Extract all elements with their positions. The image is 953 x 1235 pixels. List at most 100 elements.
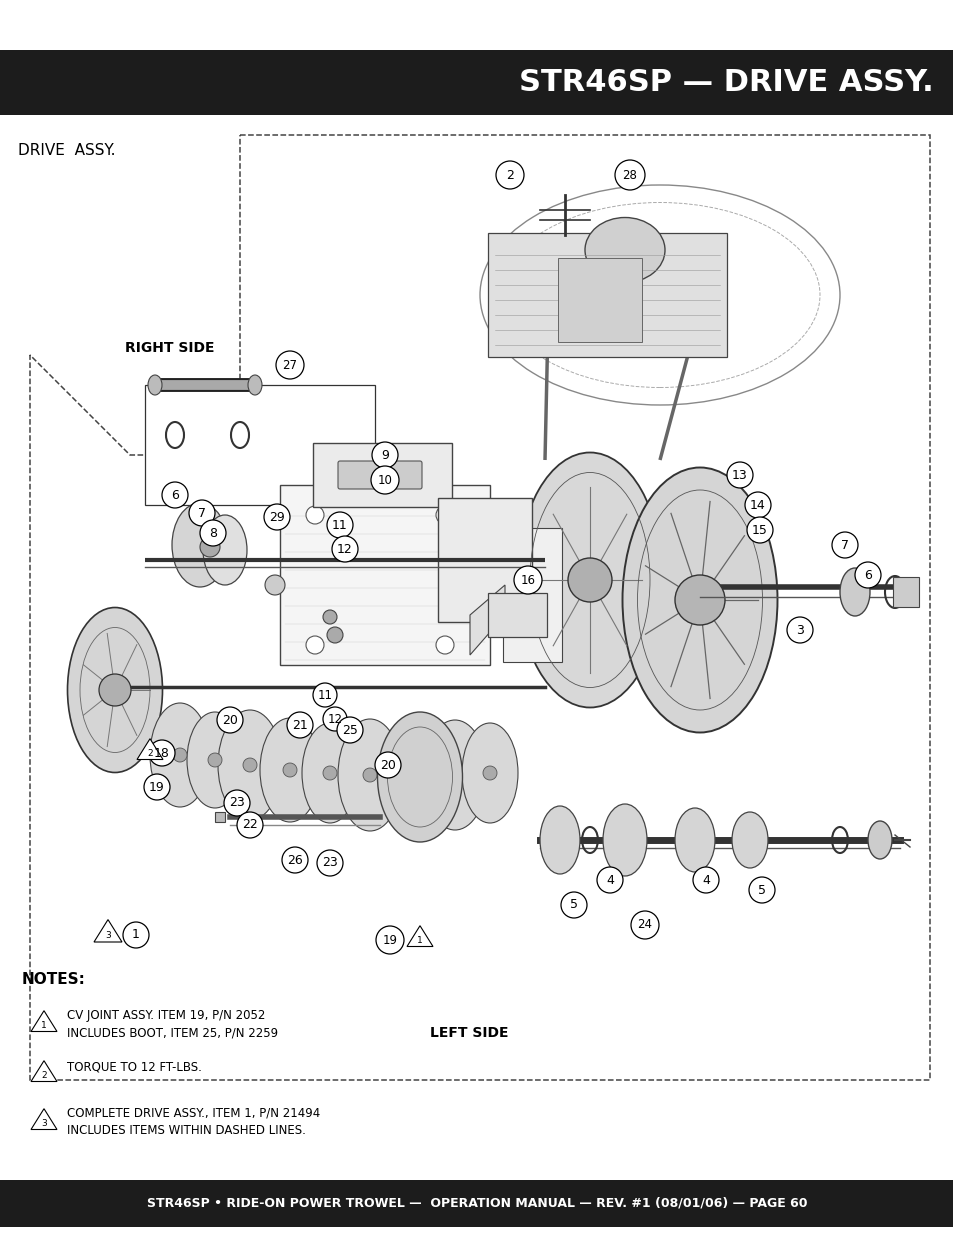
FancyBboxPatch shape — [280, 485, 490, 664]
Circle shape — [726, 462, 752, 488]
Ellipse shape — [302, 722, 357, 823]
FancyBboxPatch shape — [502, 529, 561, 662]
Circle shape — [375, 752, 400, 778]
Circle shape — [200, 537, 220, 557]
Text: 3: 3 — [105, 931, 111, 940]
Text: INCLUDES ITEMS WITHIN DASHED LINES.: INCLUDES ITEMS WITHIN DASHED LINES. — [67, 1125, 306, 1137]
Polygon shape — [30, 1010, 57, 1031]
Circle shape — [372, 442, 397, 468]
Text: 16: 16 — [520, 573, 535, 587]
Circle shape — [264, 504, 290, 530]
FancyBboxPatch shape — [0, 49, 953, 115]
Circle shape — [323, 766, 336, 781]
Ellipse shape — [675, 808, 714, 872]
Ellipse shape — [203, 515, 247, 585]
Polygon shape — [30, 1109, 57, 1130]
Circle shape — [99, 674, 131, 706]
Text: 18: 18 — [153, 746, 170, 760]
Circle shape — [306, 506, 324, 524]
Ellipse shape — [377, 713, 462, 842]
Ellipse shape — [68, 608, 162, 773]
Text: 29: 29 — [269, 510, 285, 524]
Text: 2: 2 — [41, 1071, 47, 1081]
Circle shape — [200, 520, 226, 546]
Text: NOTES:: NOTES: — [22, 972, 86, 987]
Text: 28: 28 — [622, 168, 637, 182]
Text: 11: 11 — [317, 688, 333, 701]
Circle shape — [748, 877, 774, 903]
Circle shape — [208, 753, 222, 767]
Text: 1: 1 — [41, 1021, 47, 1030]
Text: 2: 2 — [505, 168, 514, 182]
Circle shape — [327, 627, 343, 643]
Text: COMPLETE DRIVE ASSY., ITEM 1, P/N 21494: COMPLETE DRIVE ASSY., ITEM 1, P/N 21494 — [67, 1107, 320, 1119]
Text: DRIVE  ASSY.: DRIVE ASSY. — [18, 142, 115, 158]
Text: 23: 23 — [322, 857, 337, 869]
Circle shape — [306, 636, 324, 655]
FancyBboxPatch shape — [892, 577, 918, 606]
Ellipse shape — [248, 375, 262, 395]
Circle shape — [282, 847, 308, 873]
Circle shape — [514, 566, 541, 594]
Circle shape — [567, 558, 612, 601]
Text: 7: 7 — [198, 506, 206, 520]
Circle shape — [283, 763, 296, 777]
Text: 12: 12 — [327, 713, 342, 725]
Text: 9: 9 — [380, 448, 389, 462]
Circle shape — [236, 811, 263, 839]
Polygon shape — [407, 926, 433, 946]
Circle shape — [336, 718, 363, 743]
Text: 1: 1 — [416, 936, 422, 945]
Ellipse shape — [150, 703, 210, 806]
Text: 20: 20 — [379, 758, 395, 772]
Ellipse shape — [187, 713, 243, 808]
Ellipse shape — [539, 806, 579, 874]
Circle shape — [597, 867, 622, 893]
Ellipse shape — [602, 804, 646, 876]
Circle shape — [316, 850, 343, 876]
Text: TORQUE TO 12 FT-LBS.: TORQUE TO 12 FT-LBS. — [67, 1061, 202, 1073]
Text: 1: 1 — [132, 929, 140, 941]
Ellipse shape — [840, 568, 869, 616]
Ellipse shape — [337, 719, 401, 831]
Circle shape — [216, 706, 243, 734]
Circle shape — [162, 482, 188, 508]
Text: 20: 20 — [222, 714, 237, 726]
Text: 15: 15 — [751, 524, 767, 536]
Circle shape — [123, 923, 149, 948]
Ellipse shape — [867, 821, 891, 860]
Circle shape — [224, 790, 250, 816]
Text: 12: 12 — [336, 542, 353, 556]
Circle shape — [172, 748, 187, 762]
Text: CV JOINT ASSY. ITEM 19, P/N 2052: CV JOINT ASSY. ITEM 19, P/N 2052 — [67, 1009, 265, 1021]
Circle shape — [243, 758, 256, 772]
Circle shape — [675, 576, 724, 625]
Text: 23: 23 — [229, 797, 245, 809]
FancyBboxPatch shape — [488, 593, 546, 637]
FancyBboxPatch shape — [145, 385, 375, 505]
Ellipse shape — [172, 503, 228, 587]
Ellipse shape — [517, 452, 661, 708]
FancyBboxPatch shape — [558, 258, 641, 342]
Text: 7: 7 — [841, 538, 848, 552]
Circle shape — [265, 576, 285, 595]
FancyBboxPatch shape — [437, 498, 532, 622]
Text: 3: 3 — [41, 1119, 47, 1128]
Circle shape — [363, 768, 376, 782]
Ellipse shape — [148, 375, 162, 395]
Circle shape — [287, 713, 313, 739]
Circle shape — [323, 610, 336, 624]
Circle shape — [448, 768, 461, 782]
Circle shape — [323, 706, 347, 731]
FancyBboxPatch shape — [0, 1179, 953, 1228]
Text: 5: 5 — [758, 883, 765, 897]
FancyBboxPatch shape — [488, 233, 726, 357]
Circle shape — [408, 769, 421, 784]
Circle shape — [144, 774, 170, 800]
Circle shape — [327, 513, 353, 538]
Polygon shape — [470, 585, 504, 655]
Text: LEFT SIDE: LEFT SIDE — [430, 1026, 508, 1040]
Ellipse shape — [422, 720, 486, 830]
Circle shape — [332, 536, 357, 562]
Polygon shape — [30, 1061, 57, 1082]
